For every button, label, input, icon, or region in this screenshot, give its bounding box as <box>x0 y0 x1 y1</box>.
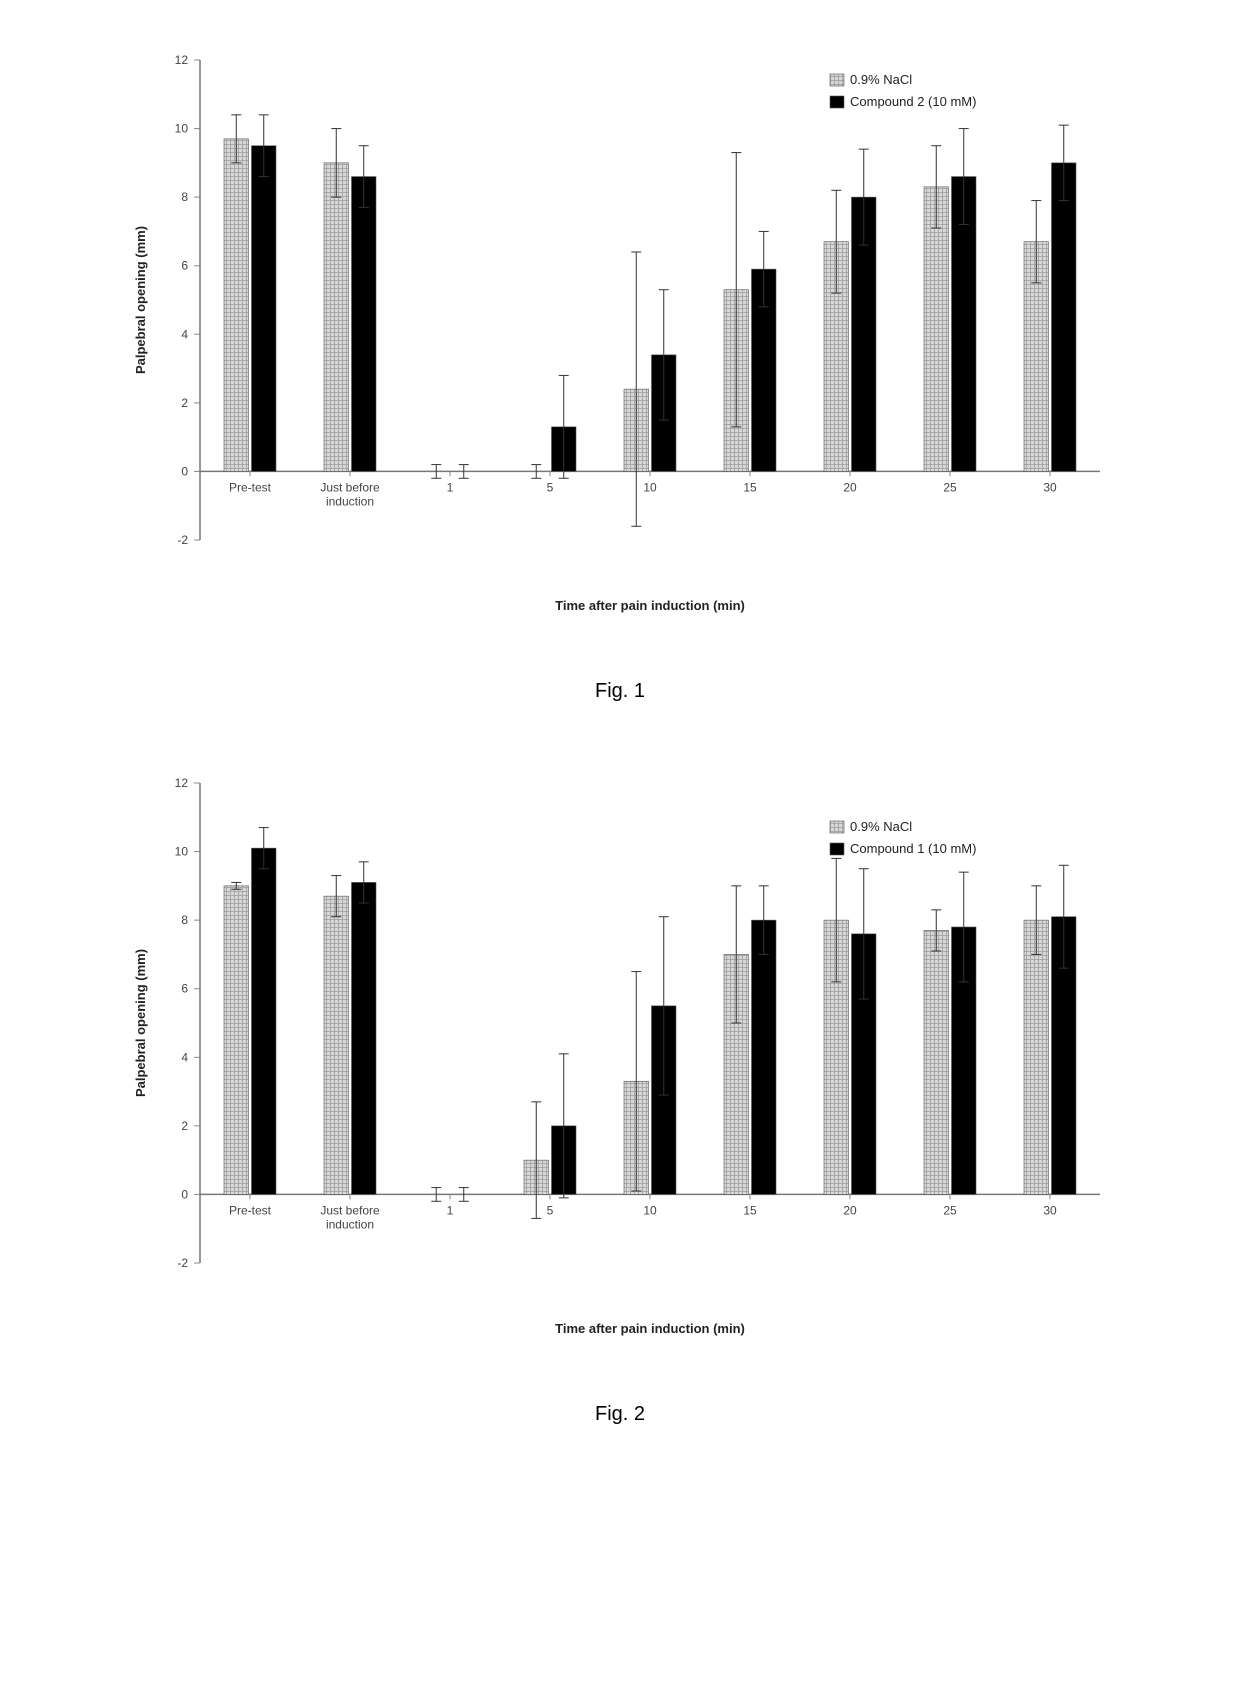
svg-text:2: 2 <box>181 396 188 410</box>
bar <box>752 920 777 1194</box>
x-tick-label: 30 <box>1043 480 1057 494</box>
figure-1: -2 0 2 4 6 8 10 12 Pre-test Just beforeinduction 1… <box>20 40 1220 703</box>
legend-label: 0.9% NaCl <box>850 819 912 834</box>
x-tick-label: 5 <box>547 1203 554 1217</box>
y-axis-label: Palpebral opening (mm) <box>133 226 148 374</box>
bar <box>352 882 377 1194</box>
bar <box>324 163 349 472</box>
svg-text:6: 6 <box>181 982 188 996</box>
bar <box>252 848 277 1194</box>
bar <box>224 886 249 1195</box>
bar <box>252 146 277 472</box>
x-axis-label: Time after pain induction (min) <box>555 598 745 613</box>
svg-text:8: 8 <box>181 190 188 204</box>
x-tick-label: 20 <box>843 480 857 494</box>
svg-text:0: 0 <box>181 1187 188 1201</box>
svg-text:-2: -2 <box>177 533 188 547</box>
x-tick-label: 10 <box>643 480 657 494</box>
figure-2: -2 0 2 4 6 8 10 12 Pre-test Just beforeinduction 1… <box>20 763 1220 1426</box>
x-tick-label: 20 <box>843 1203 857 1217</box>
bar <box>924 187 949 472</box>
legend-swatch <box>830 74 844 86</box>
bar <box>352 177 377 472</box>
svg-text:8: 8 <box>181 913 188 927</box>
x-tick-label: 1 <box>447 1203 454 1217</box>
svg-text:4: 4 <box>181 327 188 341</box>
x-tick-label: Just before <box>320 1203 380 1217</box>
bar <box>1024 920 1049 1194</box>
x-tick-label: 25 <box>943 480 957 494</box>
x-tick-label: Pre-test <box>229 480 272 494</box>
legend-swatch <box>830 96 844 108</box>
legend-label: Compound 2 (10 mM) <box>850 94 976 109</box>
x-tick-label: 10 <box>643 1203 657 1217</box>
svg-text:4: 4 <box>181 1050 188 1064</box>
x-tick-label: induction <box>326 1217 374 1231</box>
x-axis-label: Time after pain induction (min) <box>555 1321 745 1336</box>
bar <box>1052 163 1077 472</box>
svg-text:2: 2 <box>181 1119 188 1133</box>
svg-text:12: 12 <box>175 776 189 790</box>
x-tick-label: Just before <box>320 480 380 494</box>
x-tick-label: induction <box>326 494 374 508</box>
x-tick-label: 30 <box>1043 1203 1057 1217</box>
x-tick-label: 15 <box>743 1203 757 1217</box>
bar <box>324 896 349 1194</box>
svg-text:6: 6 <box>181 259 188 273</box>
svg-text:10: 10 <box>175 845 189 859</box>
svg-text:0: 0 <box>181 464 188 478</box>
x-tick-label: Pre-test <box>229 1203 272 1217</box>
svg-text:10: 10 <box>175 122 189 136</box>
x-tick-label: 5 <box>547 480 554 494</box>
y-axis-label: Palpebral opening (mm) <box>133 949 148 1097</box>
legend-swatch <box>830 821 844 833</box>
legend-swatch <box>830 843 844 855</box>
x-tick-label: 1 <box>447 480 454 494</box>
chart-2-container: -2 0 2 4 6 8 10 12 Pre-test Just beforeinduction 1… <box>20 763 1220 1373</box>
bar <box>924 930 949 1194</box>
svg-text:12: 12 <box>175 53 189 67</box>
legend-label: Compound 1 (10 mM) <box>850 841 976 856</box>
x-tick-label: 15 <box>743 480 757 494</box>
x-tick-label: 25 <box>943 1203 957 1217</box>
chart-1-container: -2 0 2 4 6 8 10 12 Pre-test Just beforeinduction 1… <box>20 40 1220 650</box>
figure-1-caption: Fig. 1 <box>20 680 1220 703</box>
svg-text:-2: -2 <box>177 1256 188 1270</box>
legend-label: 0.9% NaCl <box>850 72 912 87</box>
figure-2-caption: Fig. 2 <box>20 1403 1220 1426</box>
bar <box>224 139 249 472</box>
